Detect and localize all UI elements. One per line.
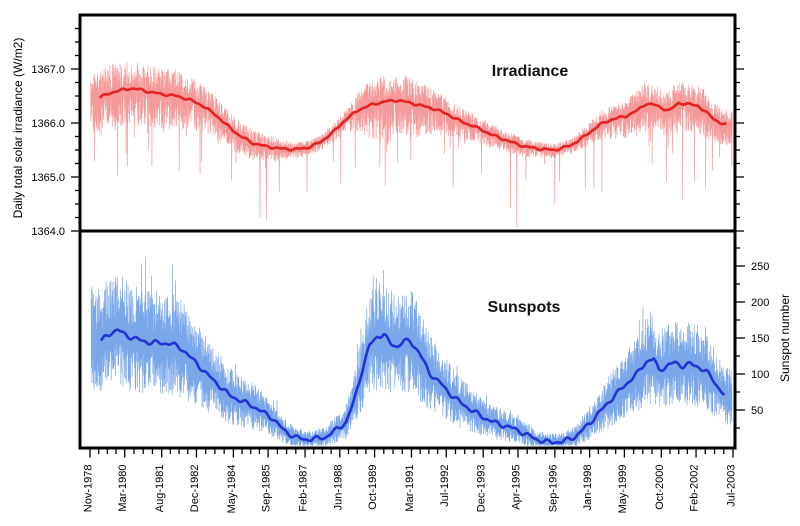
x-tick-label: Mar-1980 bbox=[117, 465, 129, 512]
x-tick-label: Feb-1987 bbox=[298, 465, 310, 512]
sunspots-smoothed-series bbox=[99, 328, 726, 445]
x-tick-label: Sep-1996 bbox=[547, 465, 559, 513]
x-tick-label: Nov-1978 bbox=[83, 465, 95, 513]
x-tick-label: Dec-1993 bbox=[476, 465, 488, 513]
sunspots-panel-title: Sunspots bbox=[488, 299, 561, 316]
x-tick-label: Dec-1982 bbox=[189, 465, 201, 513]
irradiance-y-tick-label: 1367.0 bbox=[31, 64, 65, 76]
sunspot-y-tick-label: 250 bbox=[751, 261, 769, 273]
chart-generated-layer: 1364.0 1365.0 1366.0 1367.0 50 100 150 200 250 No… bbox=[31, 13, 769, 514]
sunspot-y-tick-label: 200 bbox=[751, 297, 769, 309]
x-tick-label: May-1999 bbox=[617, 465, 629, 514]
irradiance-y-tick-label: 1366.0 bbox=[31, 118, 65, 130]
sunspot-y-tick-label: 150 bbox=[751, 333, 769, 345]
irradiance-smoothed-series bbox=[98, 87, 727, 152]
x-tick-label: Jul-1992 bbox=[439, 465, 451, 507]
irradiance-y-tick-label: 1364.0 bbox=[31, 226, 65, 238]
irradiance-daily-series bbox=[90, 61, 733, 228]
x-tick-label: Jan-1998 bbox=[582, 465, 594, 511]
x-tick-label: Aug-1981 bbox=[154, 465, 166, 513]
irradiance-panel-title: Irradiance bbox=[492, 63, 569, 80]
x-tick-label: May-1984 bbox=[226, 465, 238, 514]
x-tick-label: Jul-2003 bbox=[726, 465, 738, 507]
x-tick-label: Oct-1989 bbox=[367, 465, 379, 510]
x-tick-label: Feb-2002 bbox=[689, 465, 701, 512]
sunspots-panel-frame bbox=[78, 229, 737, 450]
x-tick-label: Sep-1985 bbox=[261, 465, 273, 513]
x-tick-label: Mar-1991 bbox=[404, 465, 416, 512]
sunspot-y-axis-title: Sunspot number bbox=[778, 294, 792, 382]
sunspots-daily-series bbox=[90, 257, 733, 446]
x-tick-label: Jun-1988 bbox=[332, 465, 344, 511]
sunspot-y-tick-label: 100 bbox=[751, 369, 769, 381]
irradiance-y-axis-title: Daily total solar irradiance (W/m2) bbox=[11, 38, 25, 219]
irradiance-y-tick-label: 1365.0 bbox=[31, 172, 65, 184]
x-tick-label: Apr-1995 bbox=[510, 465, 522, 510]
sunspot-y-tick-label: 50 bbox=[751, 405, 763, 417]
x-tick-label: Oct-2000 bbox=[654, 465, 666, 510]
